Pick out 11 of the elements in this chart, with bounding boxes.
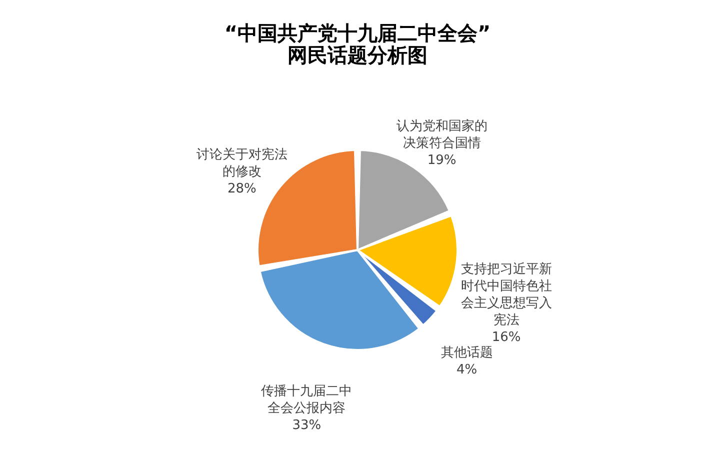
data-label: 33% (292, 418, 322, 434)
data-label: 4% (456, 362, 478, 378)
slice-label: 传播十九届二中全会公报内容 (261, 384, 352, 416)
chart-title: “中国共产党十九届二中全会” 网民话题分析图 (224, 21, 491, 67)
slice-label: 讨论关于对宪法的修改 (196, 146, 288, 180)
slice-label: 支持把习近平新时代中国特色社会主义思想写入宪法 (460, 262, 552, 328)
data-label: 16% (492, 330, 521, 345)
data-label: 28% (227, 181, 256, 196)
data-label: 19% (427, 152, 456, 168)
slice-label: 认为党和国家的决策符合国情 (396, 118, 488, 151)
slice-label: 其他话题 (440, 346, 493, 361)
